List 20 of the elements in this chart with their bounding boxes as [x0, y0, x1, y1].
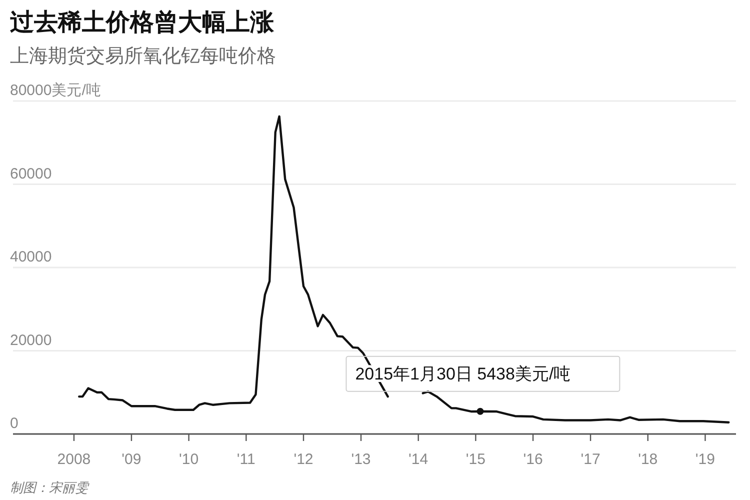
- x-tick-label: '12: [294, 451, 314, 468]
- chart-subtitle: 上海期货交易所氧化钇每吨价格: [10, 45, 276, 67]
- chart-title: 过去稀土价格曾大幅上涨: [9, 9, 275, 36]
- x-tick-label: '11: [236, 451, 256, 468]
- x-tick-label: '15: [466, 451, 486, 468]
- y-tick-label: 0: [10, 415, 18, 432]
- x-tick-label: '13: [351, 451, 371, 468]
- x-tick-label: '09: [122, 451, 142, 468]
- y-tick-label: 80000美元/吨: [10, 82, 101, 99]
- y-tick-label: 60000: [10, 165, 52, 182]
- x-tick-label: '10: [179, 451, 199, 468]
- x-tick-label: '16: [523, 451, 543, 468]
- x-tick-label: '19: [695, 451, 715, 468]
- y-tick-label: 20000: [10, 332, 52, 349]
- x-tick-label: '18: [638, 451, 658, 468]
- y-tick-label: 40000: [10, 248, 52, 266]
- x-tick-label: 2008: [57, 451, 91, 468]
- x-tick-label: '17: [580, 451, 600, 468]
- text: 制图：宋丽雯: [10, 480, 90, 495]
- x-tick-label: '14: [408, 451, 428, 468]
